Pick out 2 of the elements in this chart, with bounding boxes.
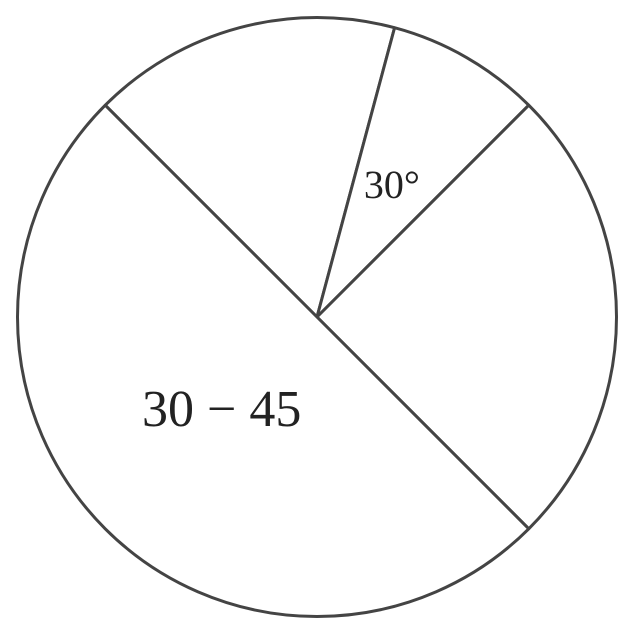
text: 30° <box>364 162 420 207</box>
slice-label: 30 − 45 <box>142 380 302 438</box>
